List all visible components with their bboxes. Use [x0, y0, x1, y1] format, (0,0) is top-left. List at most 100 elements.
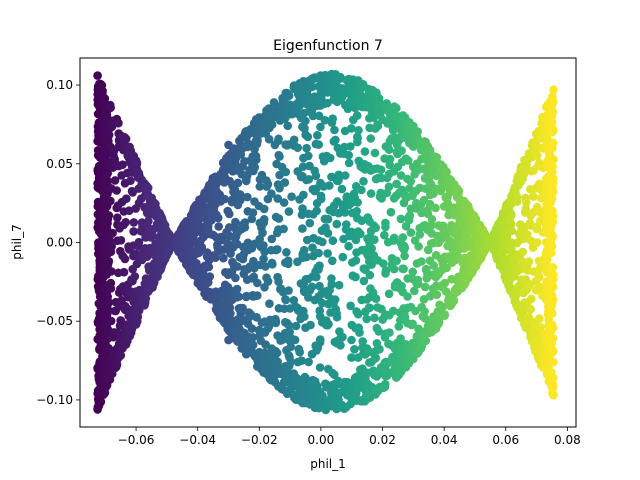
scatter-point [264, 134, 274, 144]
scatter-point [287, 192, 296, 201]
scatter-point [104, 211, 114, 220]
scatter-point [384, 182, 394, 192]
scatter-point [226, 309, 235, 318]
scatter-point [128, 188, 137, 197]
scatter-point [370, 148, 380, 158]
scatter-point [351, 272, 360, 282]
scatter-point [352, 206, 362, 216]
x-tick-label: 0.08 [554, 433, 581, 447]
scatter-point [312, 206, 322, 216]
scatter-point [261, 262, 270, 271]
scatter-point [427, 215, 437, 224]
scatter-point [522, 198, 531, 207]
scatter-point [118, 160, 127, 169]
scatter-point [405, 211, 415, 220]
y-tick-label: 0.10 [46, 78, 73, 92]
x-tick-label: 0.00 [308, 433, 335, 447]
scatter-point [282, 248, 291, 257]
scatter-point [247, 324, 257, 333]
scatter-point [295, 347, 305, 357]
scatter-point [274, 277, 283, 287]
scatter-point [213, 213, 223, 223]
scatter-point [338, 332, 347, 342]
scatter-point [381, 266, 391, 275]
scatter-point [249, 256, 258, 266]
scatter-point [547, 194, 557, 204]
scatter-point [318, 391, 327, 400]
scatter-point [103, 169, 112, 178]
scatter-point [454, 187, 464, 196]
scatter-point [347, 353, 356, 362]
scatter-point [332, 219, 342, 229]
scatter-point [548, 212, 558, 221]
scatter-point [526, 305, 535, 314]
scatter-point [315, 363, 325, 372]
scatter-point [432, 290, 442, 300]
scatter-point [315, 335, 325, 344]
scatter-point [507, 226, 517, 236]
scatter-point [290, 335, 300, 345]
scatter-point [425, 146, 435, 155]
scatter-point [197, 242, 207, 252]
scatter-point [344, 158, 354, 168]
scatter-point [267, 234, 277, 244]
scatter-point [273, 357, 283, 367]
scatter-point [380, 230, 389, 240]
scatter-point [403, 156, 413, 165]
scatter-point [236, 150, 246, 159]
scatter-point [233, 178, 243, 188]
scatter-point [512, 289, 521, 299]
scatter-point [323, 98, 332, 108]
scatter-point [312, 272, 321, 282]
scatter-point [129, 227, 138, 236]
scatter-point [370, 313, 379, 323]
scatter-point [392, 179, 401, 189]
scatter-point [547, 241, 557, 251]
scatter-point [549, 357, 558, 367]
scatter-point [259, 204, 269, 214]
scatter-point [204, 262, 214, 272]
scatter-point [122, 194, 131, 203]
scatter-point [378, 259, 388, 268]
scatter-point [347, 335, 356, 345]
scatter-point [238, 303, 247, 313]
y-tick-label: 0.00 [46, 236, 73, 250]
scatter-point [224, 335, 233, 345]
scatter-point [399, 264, 408, 274]
scatter-point [304, 357, 313, 367]
scatter-point [232, 284, 242, 294]
scatter-point [283, 121, 293, 131]
scatter-point [300, 312, 309, 321]
scatter-point [346, 301, 355, 311]
scatter-point [365, 270, 375, 280]
scatter-point [114, 118, 123, 128]
scatter-point [299, 108, 309, 118]
scatter-point [332, 312, 342, 322]
scatter-point [385, 328, 394, 337]
scatter-point [108, 228, 117, 238]
scatter-point [342, 220, 351, 229]
scatter-point [264, 322, 274, 331]
scatter-point [274, 214, 284, 223]
scatter-point [302, 252, 311, 262]
scatter-point [423, 245, 433, 255]
scatter-point [314, 248, 323, 258]
scatter-point [143, 183, 153, 193]
scatter-point [400, 251, 409, 261]
scatter-point [205, 272, 215, 281]
scatter-point [420, 282, 430, 292]
scatter-point [283, 256, 293, 266]
scatter-point [280, 178, 290, 187]
scatter-point [267, 189, 276, 198]
scatter-point [548, 334, 558, 343]
scatter-point [327, 280, 337, 289]
scatter-point [536, 323, 545, 332]
scatter-point [549, 390, 558, 400]
scatter-point [316, 194, 326, 204]
scatter-point [440, 310, 450, 319]
scatter-point [519, 304, 529, 314]
y-tick-label: 0.05 [46, 157, 73, 171]
scatter-point [281, 295, 291, 305]
scatter-point [275, 183, 284, 193]
scatter-point [305, 389, 315, 399]
